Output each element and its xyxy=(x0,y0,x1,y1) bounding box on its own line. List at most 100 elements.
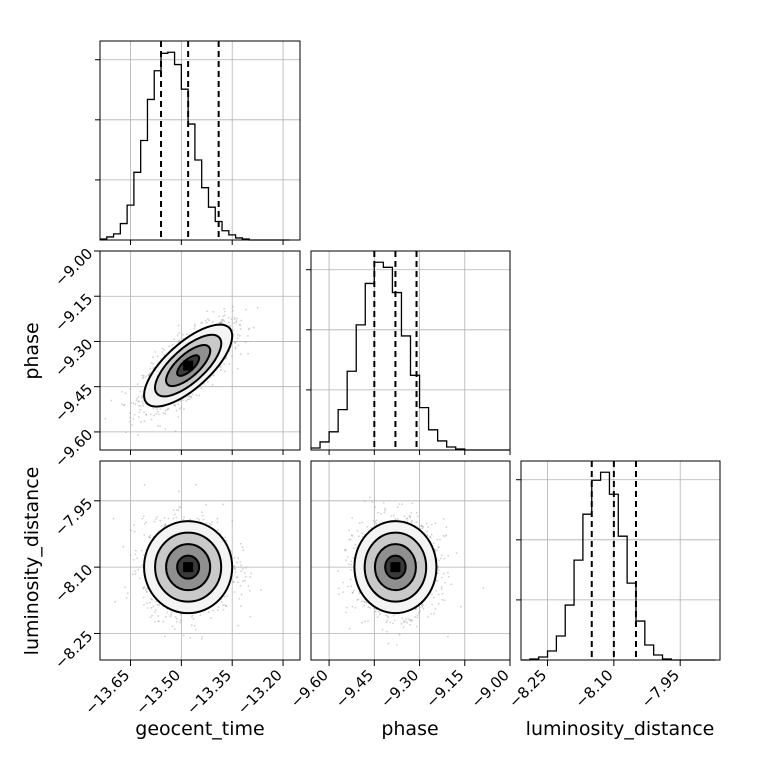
sample-point xyxy=(369,496,371,499)
sample-point xyxy=(247,335,249,337)
sample-point xyxy=(232,581,235,583)
sample-point xyxy=(178,490,180,493)
sample-point xyxy=(167,407,170,410)
sample-point xyxy=(437,545,440,548)
sample-point xyxy=(150,597,152,600)
sample-point xyxy=(183,408,185,410)
sample-point xyxy=(441,592,444,595)
sample-point xyxy=(337,587,340,590)
sample-point xyxy=(224,536,227,539)
sample-point xyxy=(174,430,177,433)
sample-point xyxy=(149,367,152,370)
sample-point xyxy=(149,536,152,539)
sample-point xyxy=(351,535,354,537)
sample-point xyxy=(173,404,176,406)
y-tick-label: −8.10 xyxy=(51,561,96,606)
sample-point xyxy=(164,524,167,527)
sample-point xyxy=(104,417,107,420)
sample-point xyxy=(411,619,413,622)
sample-point xyxy=(402,620,405,622)
sample-point xyxy=(137,395,140,398)
sample-point xyxy=(145,591,148,593)
sample-point xyxy=(145,414,148,416)
sample-point xyxy=(180,613,182,616)
sample-point xyxy=(190,396,193,399)
sample-point xyxy=(146,602,149,605)
sample-point xyxy=(348,627,351,630)
sample-point xyxy=(207,318,209,321)
sample-point xyxy=(387,616,390,619)
sample-point xyxy=(143,585,146,588)
sample-point xyxy=(173,513,176,516)
sample-point xyxy=(213,374,215,377)
panel-frame xyxy=(520,460,721,661)
sample-point xyxy=(130,402,133,404)
sample-point xyxy=(142,596,145,599)
sample-point xyxy=(406,517,409,520)
x-tick-label: −7.95 xyxy=(638,666,683,711)
sample-point xyxy=(353,589,355,592)
sample-point xyxy=(223,363,226,366)
sample-point xyxy=(442,518,445,520)
sample-point xyxy=(374,521,377,523)
sample-point xyxy=(148,535,150,538)
sample-point xyxy=(222,315,225,318)
sample-point xyxy=(161,351,164,353)
sample-point xyxy=(233,322,236,324)
x-axis-label-phase: phase xyxy=(381,718,438,740)
sample-point xyxy=(143,411,146,414)
sample-point xyxy=(416,616,419,619)
sample-point xyxy=(348,563,350,566)
sample-point xyxy=(233,568,236,570)
sample-point xyxy=(211,383,214,386)
sample-point xyxy=(240,593,243,596)
sample-point xyxy=(164,635,166,638)
sample-point xyxy=(176,509,178,511)
sample-point xyxy=(174,616,177,618)
density-peak xyxy=(390,562,401,573)
sample-point xyxy=(418,606,421,609)
sample-point xyxy=(142,587,145,590)
sample-point xyxy=(398,633,401,636)
sample-point xyxy=(187,395,190,398)
histogram-step xyxy=(100,51,290,241)
sample-point xyxy=(142,515,145,518)
sample-point xyxy=(235,321,238,324)
x-tick-label: −13.50 xyxy=(132,666,184,718)
sample-point xyxy=(367,606,370,608)
sample-point xyxy=(129,412,131,414)
sample-point xyxy=(121,403,123,406)
sample-point xyxy=(133,413,136,416)
sample-point xyxy=(185,400,187,402)
y-tick-label: −9.00 xyxy=(51,245,96,290)
sample-point xyxy=(171,625,174,627)
sample-point xyxy=(189,518,191,521)
sample-point xyxy=(112,517,115,520)
sample-point xyxy=(141,377,144,380)
sample-point xyxy=(132,418,135,420)
sample-point xyxy=(151,614,153,617)
sample-point xyxy=(193,624,196,627)
sample-point xyxy=(430,613,433,615)
sample-point xyxy=(228,363,231,365)
sample-point xyxy=(155,518,157,520)
sample-point xyxy=(135,399,138,402)
sample-point xyxy=(248,327,251,330)
sample-point xyxy=(358,535,360,538)
sample-point xyxy=(143,484,146,487)
sample-point xyxy=(436,572,439,575)
sample-point xyxy=(201,511,204,514)
y-tick-label: −9.60 xyxy=(51,426,96,471)
sample-point xyxy=(245,567,248,569)
sample-point xyxy=(245,308,247,311)
sample-point xyxy=(208,523,211,525)
sample-point xyxy=(236,317,239,320)
sample-point xyxy=(195,394,198,397)
sample-point xyxy=(431,593,433,596)
sample-point xyxy=(236,337,239,339)
sample-point xyxy=(232,329,235,332)
sample-point xyxy=(156,603,159,606)
sample-point xyxy=(414,616,417,619)
sample-point xyxy=(154,621,156,623)
sample-point xyxy=(455,552,458,554)
